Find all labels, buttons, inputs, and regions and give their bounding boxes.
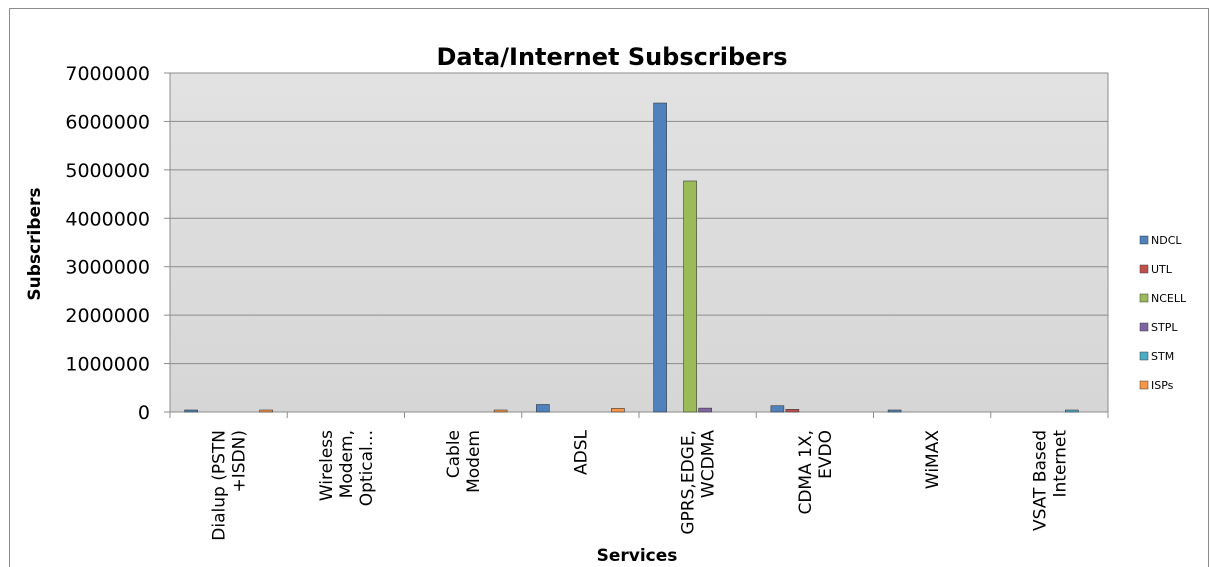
y-tick-label: 6000000 <box>65 111 150 133</box>
chart-title: Data/Internet Subscribers <box>436 43 787 71</box>
x-tick-label: Optical... <box>357 430 377 506</box>
legend-label: ISPs <box>1151 379 1174 392</box>
bar <box>683 180 697 413</box>
x-axis-title: Services <box>597 546 678 566</box>
y-axis-title: Subscribers <box>25 187 45 300</box>
y-tick-label: 1000000 <box>65 354 150 376</box>
legend-swatch <box>1139 293 1149 303</box>
x-tick-label: +ISDN) <box>230 430 250 493</box>
x-tick-label: ADSL <box>571 429 591 475</box>
bar <box>536 404 550 413</box>
bar <box>1065 409 1079 413</box>
bar <box>770 405 785 413</box>
x-tick-label: Dialup (PSTN <box>210 430 230 541</box>
legend-label: NDCL <box>1151 234 1182 247</box>
bar <box>259 409 273 413</box>
y-tick-label: 7000000 <box>65 63 150 85</box>
legend-swatch <box>1139 380 1149 390</box>
x-tick-label: CDMA 1X, <box>796 430 816 515</box>
bar <box>698 407 712 413</box>
legend-label: UTL <box>1151 263 1173 276</box>
y-tick-label: 4000000 <box>65 208 150 230</box>
legend-label: STM <box>1151 350 1174 363</box>
bar <box>184 409 198 413</box>
bar <box>653 102 667 413</box>
legend: NDCL UTL NCELL STPL STM ISPs <box>1139 234 1187 392</box>
y-tick-label: 5000000 <box>65 160 150 182</box>
x-tick-label: WiMAX <box>923 430 943 489</box>
x-tick-label: EVDO <box>816 430 836 479</box>
bar <box>887 409 902 413</box>
x-tick-label: Cable <box>444 430 464 478</box>
bar <box>785 409 800 413</box>
plot-area <box>169 72 1109 413</box>
x-tick-label: VSAT Based <box>1030 430 1050 531</box>
y-tick-label: 0 <box>138 402 150 424</box>
legend-label: STPL <box>1151 321 1178 334</box>
legend-swatch <box>1139 264 1149 274</box>
legend-swatch <box>1139 235 1149 245</box>
x-tick-label: Modem <box>464 430 484 493</box>
y-tick-label: 3000000 <box>65 257 150 279</box>
legend-label: NCELL <box>1151 292 1187 305</box>
x-tick-label: WCDMA <box>699 430 719 498</box>
bar <box>493 409 508 413</box>
y-tick-label: 2000000 <box>65 305 150 327</box>
x-tick-label: Modem, <box>337 430 357 498</box>
bar <box>611 408 625 413</box>
legend-swatch <box>1139 322 1149 332</box>
x-tick-label: Internet <box>1050 430 1070 498</box>
x-tick-label: Wireless <box>317 430 337 501</box>
legend-swatch <box>1139 351 1149 361</box>
x-tick-label: GPRS,EDGE, <box>679 430 699 535</box>
